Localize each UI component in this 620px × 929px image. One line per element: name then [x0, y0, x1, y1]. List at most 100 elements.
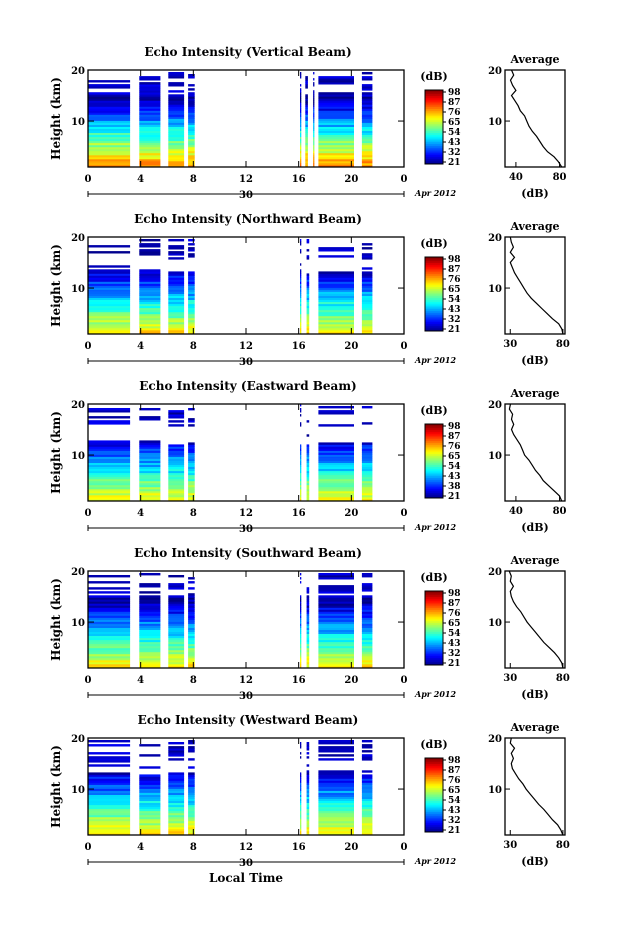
colorbar-segment — [425, 650, 443, 653]
heatmap-cell — [300, 106, 302, 109]
heatmap-cell — [168, 808, 185, 812]
heatmap-cell — [306, 599, 310, 602]
heatmap-cell — [188, 102, 195, 105]
heatmap-cell — [306, 806, 310, 810]
heatmap-cell — [188, 808, 195, 812]
heatmap-cell — [88, 587, 131, 590]
heatmap-cell — [139, 627, 161, 630]
heatmap-cell — [300, 649, 302, 653]
heatmap-cell — [139, 649, 161, 653]
heatmap-cell — [88, 609, 131, 612]
heatmap-cell — [139, 790, 161, 793]
heatmap-cell — [313, 92, 315, 95]
heatmap-cell — [168, 820, 185, 824]
heatmap-cell — [139, 104, 161, 107]
heatmap-cell — [188, 458, 195, 461]
date-label: 30 — [239, 190, 253, 201]
colorbar-tick-label: 54 — [448, 629, 461, 639]
colorbar-segment — [425, 103, 443, 106]
colorbar-segment — [425, 112, 443, 115]
heatmap-cell — [313, 122, 315, 125]
heatmap-cell — [318, 106, 354, 109]
heatmap-cell — [188, 74, 195, 77]
heatmap-cell — [168, 295, 185, 298]
colorbar-segment — [425, 321, 443, 325]
heatmap-cell — [305, 165, 308, 168]
colorbar-tick-label: 54 — [448, 796, 461, 806]
heatmap-cell — [168, 76, 185, 79]
heatmap-cell — [300, 404, 302, 407]
heatmap-cell — [188, 643, 195, 647]
heatmap-cell — [306, 609, 310, 612]
heatmap-cell — [300, 488, 302, 492]
heatmap-cell — [306, 794, 310, 797]
colorbar-segment — [425, 761, 443, 764]
heatmap-cell — [188, 126, 195, 129]
colorbar-frame — [424, 423, 444, 499]
heatmap-cell — [300, 120, 302, 123]
heatmap-cell — [361, 621, 373, 624]
colorbar-segment — [425, 455, 443, 458]
heatmap — [88, 740, 373, 836]
heatmap-cell — [306, 299, 310, 302]
heatmap-cell — [188, 480, 195, 484]
colorbar-segment — [425, 464, 443, 467]
heatmap-cell — [139, 150, 161, 154]
heatmap-cell — [305, 82, 308, 85]
heatmap-cell — [88, 293, 131, 296]
heatmap-cell — [168, 798, 185, 801]
heatmap-cell — [188, 806, 195, 810]
heatmap-cell — [168, 154, 185, 158]
heatmap-cell — [300, 408, 302, 411]
y-tick-label: 20 — [71, 66, 85, 77]
heatmap-cell — [88, 617, 131, 620]
heatmap-cell — [306, 631, 310, 634]
heatmap-cell — [313, 124, 315, 127]
heatmap-cell — [139, 639, 161, 643]
heatmap-cell — [300, 573, 302, 576]
plot-frame — [87, 737, 405, 836]
heatmap-cell — [139, 623, 161, 626]
heatmap-cell — [306, 780, 310, 783]
heatmap-cell — [168, 112, 185, 115]
heatmap-cell — [300, 452, 302, 455]
heatmap-cell — [188, 454, 195, 457]
heatmap-cell — [300, 307, 302, 311]
heatmap-cell — [139, 828, 161, 832]
heatmap-cell — [168, 148, 185, 152]
heatmap-cell — [306, 464, 310, 467]
heatmap-cell — [88, 497, 131, 500]
heatmap-cell — [168, 788, 185, 791]
heatmap-cell — [88, 122, 131, 125]
heatmap-cell — [318, 142, 354, 146]
heatmap-cell — [139, 118, 161, 121]
heatmap-cell — [168, 414, 185, 417]
heatmap-cell — [188, 831, 195, 834]
heatmap-cell — [300, 466, 302, 469]
heatmap-cell — [188, 742, 195, 745]
heatmap-cell — [300, 659, 302, 663]
colorbar-segment — [425, 822, 443, 826]
colorbar-segment — [425, 264, 443, 267]
heatmap-cell — [318, 110, 354, 113]
heatmap-cell — [305, 136, 308, 140]
colorbar-segment — [425, 268, 443, 271]
heatmap-cell — [188, 313, 195, 317]
heatmap-cell — [168, 313, 185, 317]
heatmap-cell — [168, 637, 185, 641]
colorbar-segment — [425, 824, 443, 827]
heatmap-cell — [188, 291, 195, 294]
heatmap-cell — [318, 285, 354, 288]
heatmap-cell — [139, 804, 161, 808]
heatmap-cell — [139, 826, 161, 830]
heatmap-cell — [313, 158, 315, 162]
heatmap-cell — [88, 287, 131, 290]
heatmap-cell — [361, 666, 373, 669]
heatmap-cell — [139, 305, 161, 309]
heatmap-cell — [168, 285, 185, 288]
heatmap-cell — [168, 613, 185, 616]
heatmap-cell — [139, 585, 161, 588]
heatmap-cell — [318, 140, 354, 144]
x-tick-label: 0 — [401, 174, 408, 185]
heatmap-cell — [361, 96, 373, 99]
